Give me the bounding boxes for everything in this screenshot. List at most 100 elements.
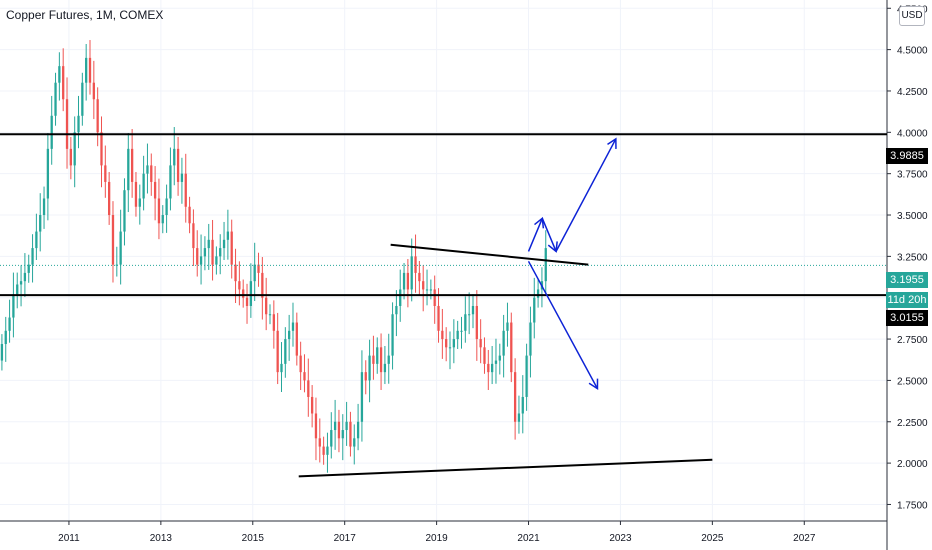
currency-button[interactable]: USD [899,6,925,26]
candle-body [0,344,4,361]
candle-body [50,115,53,149]
candle-body [234,264,237,282]
candle-body [215,256,218,265]
candle-body [157,198,161,224]
candle-body [490,363,494,373]
y-tick-label: 3.7500 [897,170,928,181]
candle-body [479,339,482,348]
candle-body [395,305,398,315]
candle-body [23,272,27,282]
candle-body [85,57,88,83]
x-tick-label: 2013 [150,533,173,544]
candle-body [153,181,157,199]
price-axis: 1.75002.00002.25002.50002.75003.00003.25… [887,4,928,511]
candle-body [73,132,76,166]
symbol-title: Copper Futures, 1M, COMEX [6,8,164,22]
candle-body [199,256,203,265]
candle-body [288,330,291,340]
candle-body [226,231,230,240]
x-tick-label: 2017 [334,533,357,544]
y-tick-label: 2.0000 [897,459,928,470]
candle-body [261,272,264,298]
x-tick-label: 2011 [58,533,80,544]
candle-body [249,281,253,306]
candle-body [92,82,95,100]
candle-body [4,330,7,345]
candle-body [138,198,141,207]
candle-body [253,264,256,282]
candle-body [360,372,364,422]
candle-body [364,372,367,381]
trendline [298,458,713,478]
candle-body [456,330,459,340]
candle-body [242,289,245,298]
x-tick-label: 2015 [242,533,265,544]
candle-body [376,347,379,364]
candle-body [230,231,233,265]
projection-arrow-segment [555,138,617,252]
candle-body [42,198,46,216]
grid [0,0,887,521]
candle-body [81,82,84,116]
candle-body [100,132,103,166]
candle-body [119,231,122,265]
candle-body [544,248,547,282]
candle-body [437,305,440,331]
candle-body [180,173,184,182]
candle-body [406,272,410,290]
candle-body [134,181,138,207]
candle-body [31,248,34,265]
candle-body [433,289,436,306]
candle-body [77,115,80,133]
candle-body [27,264,30,273]
candle-body [111,215,115,265]
candle-body [337,421,341,439]
candle-body [521,396,524,414]
projection-arrow-segment [527,218,544,252]
candle-body [452,339,455,348]
candle-body [291,322,295,331]
lower-level-badge: 3.0155 [886,310,928,326]
candle-body [318,438,321,447]
candle-body [284,339,287,364]
candle-body [245,297,249,306]
candle-body [536,289,540,298]
x-tick-label: 2027 [793,533,816,544]
candle-body [58,66,61,83]
candle-body [314,413,318,439]
candle-body [422,281,425,290]
candle-body [146,165,149,174]
candle-body [429,289,433,291]
candle-body [35,231,38,249]
candle-body [165,198,168,216]
y-tick-label: 4.0000 [897,128,928,139]
candle-body [280,363,283,373]
candle-body [414,256,417,273]
candle-body [464,314,467,331]
candle-body [383,363,387,373]
candle-body [65,99,69,149]
y-tick-label: 2.2500 [897,418,928,429]
candle-body [330,430,333,447]
candle-body [161,215,164,224]
candle-body [115,264,118,266]
candle-body [471,305,475,315]
y-tick-label: 2.7500 [897,335,928,346]
candle-body [169,165,172,199]
candles [0,40,547,473]
candle-body [295,322,298,356]
trendline [390,243,589,266]
candle-body [448,347,452,349]
last-price-badge: 3.1955 [886,272,928,288]
candle-body [108,181,111,216]
candle-body [468,314,471,316]
candle-body [8,317,11,331]
candle-body [425,289,429,291]
candle-body [387,355,390,364]
candle-body [203,248,207,257]
candle-body [379,347,383,373]
candle-body [192,223,195,249]
candle-body [268,314,272,316]
candle-body [238,281,241,290]
